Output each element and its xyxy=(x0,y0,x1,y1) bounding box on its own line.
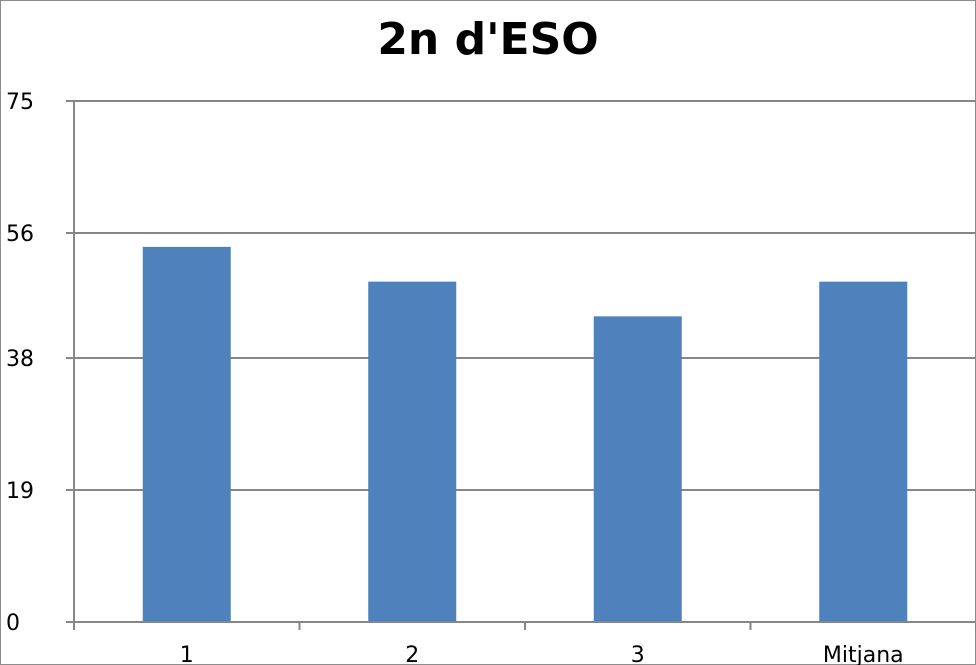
x-tick-label: 3 xyxy=(631,643,645,665)
y-tick-label: 38 xyxy=(6,347,34,372)
x-tick-label: 1 xyxy=(180,643,194,665)
bar xyxy=(593,316,682,622)
x-tick-label: Mitjana xyxy=(823,643,904,665)
axes xyxy=(66,100,976,630)
y-tick-label: 19 xyxy=(6,479,34,504)
y-tick-label: 56 xyxy=(6,222,34,247)
bar xyxy=(142,246,231,622)
chart-title: 2n d'ESO xyxy=(377,14,599,65)
x-tick-label: 2 xyxy=(405,643,419,665)
bar xyxy=(368,281,457,622)
bars xyxy=(142,246,908,622)
tick-labels: 0 19 38 56 75 1 2 3 Mitjana xyxy=(6,90,904,665)
y-tick-label: 75 xyxy=(6,90,34,115)
y-tick-label: 0 xyxy=(6,611,20,636)
bar xyxy=(819,281,908,622)
